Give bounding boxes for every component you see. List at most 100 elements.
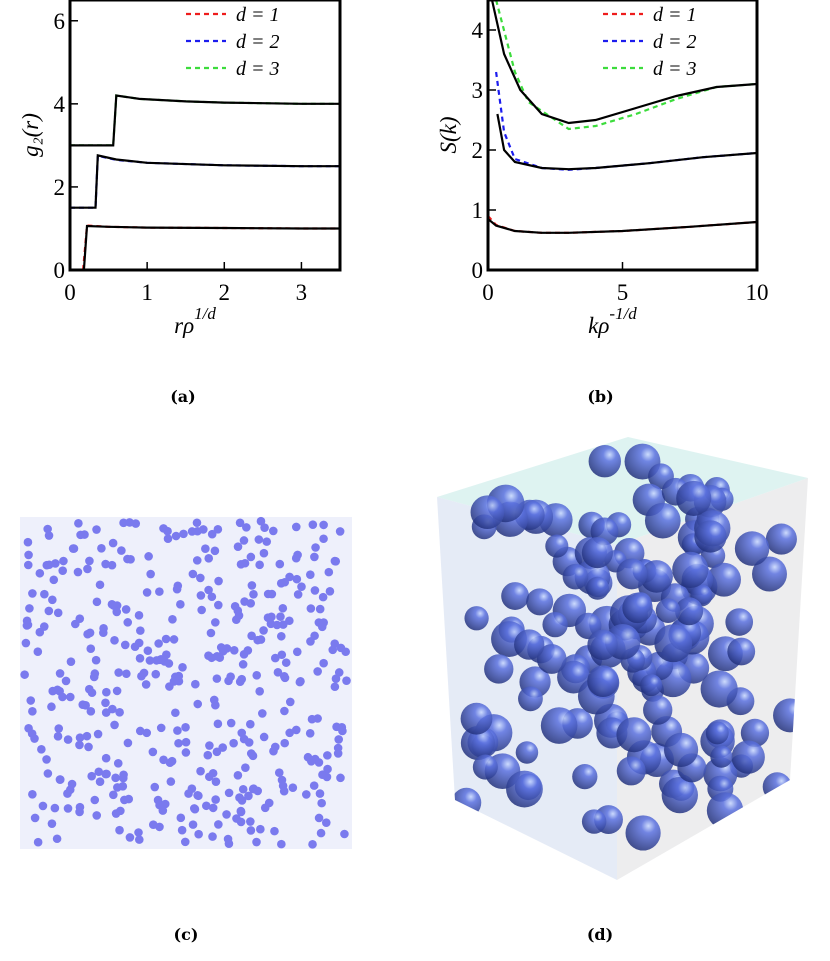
point <box>181 737 191 747</box>
point <box>307 714 317 724</box>
sphere <box>542 611 568 638</box>
point <box>196 766 205 776</box>
point <box>336 643 346 653</box>
point <box>260 523 269 532</box>
sphere <box>616 717 652 753</box>
point <box>305 570 315 579</box>
point <box>101 559 110 569</box>
sphere <box>616 558 648 590</box>
x-axis-label-sup: -1/d <box>609 304 637 323</box>
point <box>179 529 188 539</box>
y-tick-label: 4 <box>472 18 484 43</box>
point <box>114 668 123 677</box>
point <box>135 654 145 663</box>
point <box>214 576 223 586</box>
point <box>163 526 172 536</box>
point <box>97 543 106 553</box>
point <box>48 595 57 605</box>
series-line <box>70 94 340 147</box>
point <box>213 719 223 729</box>
point <box>38 801 48 811</box>
point <box>246 826 256 835</box>
point <box>116 806 125 816</box>
point <box>235 793 244 802</box>
point <box>281 658 291 667</box>
x-tick-label: 3 <box>296 280 308 305</box>
legend-label: d = 3 <box>236 58 280 80</box>
point <box>98 628 108 638</box>
point <box>235 518 245 528</box>
point <box>235 677 245 686</box>
axes-frame <box>68 0 342 272</box>
point <box>162 650 171 659</box>
sphere <box>672 551 709 588</box>
sphere <box>710 745 733 768</box>
point <box>233 606 243 616</box>
point <box>66 692 75 702</box>
sphere <box>725 608 754 636</box>
point <box>151 669 161 679</box>
point <box>134 611 144 620</box>
spheres <box>451 443 807 851</box>
point <box>319 534 328 544</box>
point <box>316 828 326 838</box>
point <box>134 835 144 844</box>
chart: 0 1 2 3 0 2 4 6 rρ1/d g₂(r) (a) d = 1 d = 2 d = 3 <box>18 0 342 406</box>
sphere <box>675 597 704 626</box>
point <box>112 686 122 696</box>
point <box>254 535 264 544</box>
point <box>61 676 71 686</box>
point <box>330 682 340 692</box>
point <box>85 556 94 566</box>
point <box>208 832 217 841</box>
point <box>325 586 335 596</box>
x-tick-label: 10 <box>746 280 769 305</box>
sphere <box>706 792 744 829</box>
point <box>89 672 99 682</box>
point <box>123 618 133 627</box>
sphere <box>472 754 498 780</box>
legend-label: d = 2 <box>653 31 697 53</box>
sphere <box>484 654 514 684</box>
sphere <box>707 562 741 597</box>
sphere <box>640 674 663 697</box>
point <box>192 518 202 528</box>
point <box>76 530 85 540</box>
point <box>83 564 92 574</box>
y-tick-label: 1 <box>472 198 484 223</box>
point <box>303 752 313 762</box>
point <box>211 618 220 627</box>
point <box>191 679 200 689</box>
point <box>63 804 73 813</box>
point <box>252 837 261 847</box>
point <box>21 638 31 648</box>
point <box>169 635 179 644</box>
point <box>173 726 182 735</box>
x-axis-label: rρ1/d <box>174 304 216 338</box>
sphere <box>752 556 787 592</box>
point <box>270 826 279 836</box>
point <box>171 708 180 718</box>
point <box>226 718 236 728</box>
point <box>313 667 322 676</box>
sphere <box>762 772 792 802</box>
point <box>259 626 268 635</box>
caption: (d) <box>587 925 613 944</box>
sphere <box>581 809 607 834</box>
point <box>115 708 124 717</box>
sphere <box>694 520 727 553</box>
point <box>28 707 37 716</box>
point <box>277 650 287 660</box>
point <box>113 759 123 768</box>
point <box>158 806 168 815</box>
point <box>148 820 158 830</box>
x-tick-label: 0 <box>64 280 76 305</box>
point <box>23 620 33 630</box>
point <box>223 834 233 844</box>
point <box>111 773 120 783</box>
point <box>154 639 163 648</box>
point <box>86 707 96 716</box>
x-tick-label: 2 <box>219 280 231 305</box>
point <box>180 837 190 847</box>
point <box>238 660 248 669</box>
